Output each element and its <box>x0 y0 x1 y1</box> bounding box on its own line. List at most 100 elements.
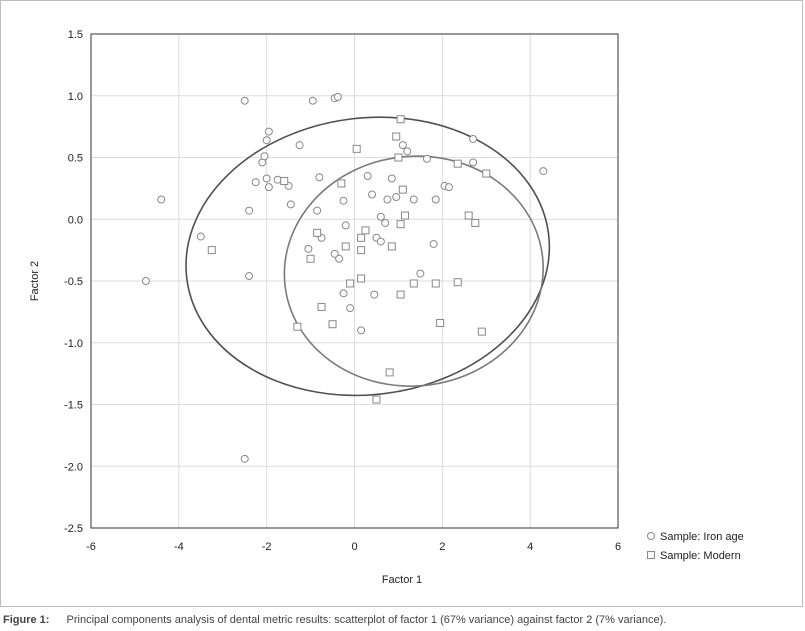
iron-age-point <box>387 174 396 183</box>
y-tick-label: -0.5 <box>64 276 83 288</box>
modern-point <box>387 242 396 251</box>
confidence-ellipse-1 <box>185 116 551 397</box>
x-tick-label: -4 <box>174 541 184 553</box>
iron-age-point <box>409 195 418 204</box>
iron-age-point <box>370 290 379 299</box>
x-tick-label: -2 <box>262 541 272 553</box>
modern-point <box>396 115 405 124</box>
modern-point <box>293 322 302 331</box>
iron-age-point <box>262 136 271 145</box>
x-tick-label: -6 <box>86 541 96 553</box>
iron-age-point <box>251 178 260 187</box>
iron-age-point <box>398 141 407 150</box>
iron-age-point <box>286 200 295 209</box>
iron-age-point <box>429 239 438 248</box>
iron-age-point <box>196 232 205 241</box>
caption-text: Principal components analysis of dental … <box>66 614 667 626</box>
modern-point <box>401 211 410 220</box>
modern-point <box>396 290 405 299</box>
iron-age-point <box>264 183 273 192</box>
legend-modern-marker <box>647 551 655 559</box>
modern-point <box>471 218 480 227</box>
legend-iron-age-marker <box>647 532 655 540</box>
x-tick-label: 0 <box>351 541 357 553</box>
iron-age-point <box>240 96 249 105</box>
iron-age-point <box>245 206 254 215</box>
x-axis-label: Factor 1 <box>382 574 422 586</box>
iron-age-point <box>341 221 350 230</box>
iron-age-point <box>240 454 249 463</box>
iron-age-point <box>346 304 355 313</box>
grid-lines <box>90 33 619 529</box>
y-tick-label: 0.0 <box>68 214 83 226</box>
iron-age-point <box>335 254 344 263</box>
iron-age-point <box>330 249 339 258</box>
modern-point <box>357 246 366 255</box>
y-tick-label: 0.5 <box>68 153 83 165</box>
iron-age-point <box>295 141 304 150</box>
modern-point <box>357 233 366 242</box>
iron-age-point <box>260 152 269 161</box>
iron-age-point <box>381 218 390 227</box>
legend-label: Sample: Modern <box>660 550 741 562</box>
x-tick-label: 6 <box>615 541 621 553</box>
y-tick-label: 1.0 <box>68 91 83 103</box>
iron-age-point <box>403 147 412 156</box>
iron-age-point <box>383 195 392 204</box>
modern-point <box>207 246 216 255</box>
iron-age-point <box>444 183 453 192</box>
modern-point <box>341 242 350 251</box>
modern-point <box>464 211 473 220</box>
confidence-ellipse-2 <box>283 155 544 387</box>
caption-label: Figure 1: <box>3 614 50 626</box>
iron-age-point <box>469 158 478 167</box>
scatter-chart: -6 -4 -2 0 2 4 6 1.5 1.0 0.5 0.0 -0.5 -1.0 -1.5 -2.0 -… <box>29 29 744 586</box>
modern-point <box>346 279 355 288</box>
iron-age-point <box>273 175 282 184</box>
iron-age-point <box>392 193 401 202</box>
iron-age-point <box>363 172 372 181</box>
y-tick-label: -2.0 <box>64 461 83 473</box>
modern-point <box>482 169 491 178</box>
iron-age-point <box>357 326 366 335</box>
modern-point <box>328 320 337 329</box>
modern-point <box>409 279 418 288</box>
iron-age-point <box>431 195 440 204</box>
iron-age-point <box>315 173 324 182</box>
iron-age-point <box>539 167 548 176</box>
iron-age-point <box>157 195 166 204</box>
modern-point <box>337 179 346 188</box>
modern-point <box>477 327 486 336</box>
iron-age-point <box>304 244 313 253</box>
modern-point <box>453 159 462 168</box>
modern-point <box>313 228 322 237</box>
modern-point <box>372 395 381 404</box>
modern-point <box>306 254 315 263</box>
y-axis-ticks: 1.5 1.0 0.5 0.0 -0.5 -1.0 -1.5 -2.0 -2.5 <box>64 29 83 535</box>
modern-point <box>396 220 405 229</box>
data-points <box>141 92 548 463</box>
modern-point <box>436 318 445 327</box>
x-tick-label: 2 <box>439 541 445 553</box>
y-tick-label: -1.0 <box>64 338 83 350</box>
iron-age-point <box>376 237 385 246</box>
modern-point <box>431 279 440 288</box>
iron-age-point <box>422 154 431 163</box>
modern-point <box>280 176 289 185</box>
confidence-ellipses <box>185 116 551 397</box>
modern-point <box>317 302 326 311</box>
iron-age-point <box>313 206 322 215</box>
legend-label: Sample: Iron age <box>660 531 744 543</box>
iron-age-point <box>262 174 271 183</box>
y-tick-label: 1.5 <box>68 29 83 41</box>
iron-age-point <box>469 134 478 143</box>
y-tick-label: -2.5 <box>64 523 83 535</box>
figure-caption: Figure 1: Principal components analysis … <box>3 614 666 626</box>
x-axis-ticks: -6 -4 -2 0 2 4 6 <box>86 541 621 553</box>
iron-age-point <box>416 269 425 278</box>
modern-point <box>394 153 403 162</box>
y-axis-label: Factor 2 <box>29 261 41 301</box>
modern-point <box>357 274 366 283</box>
iron-age-point <box>264 127 273 136</box>
modern-point <box>398 185 407 194</box>
